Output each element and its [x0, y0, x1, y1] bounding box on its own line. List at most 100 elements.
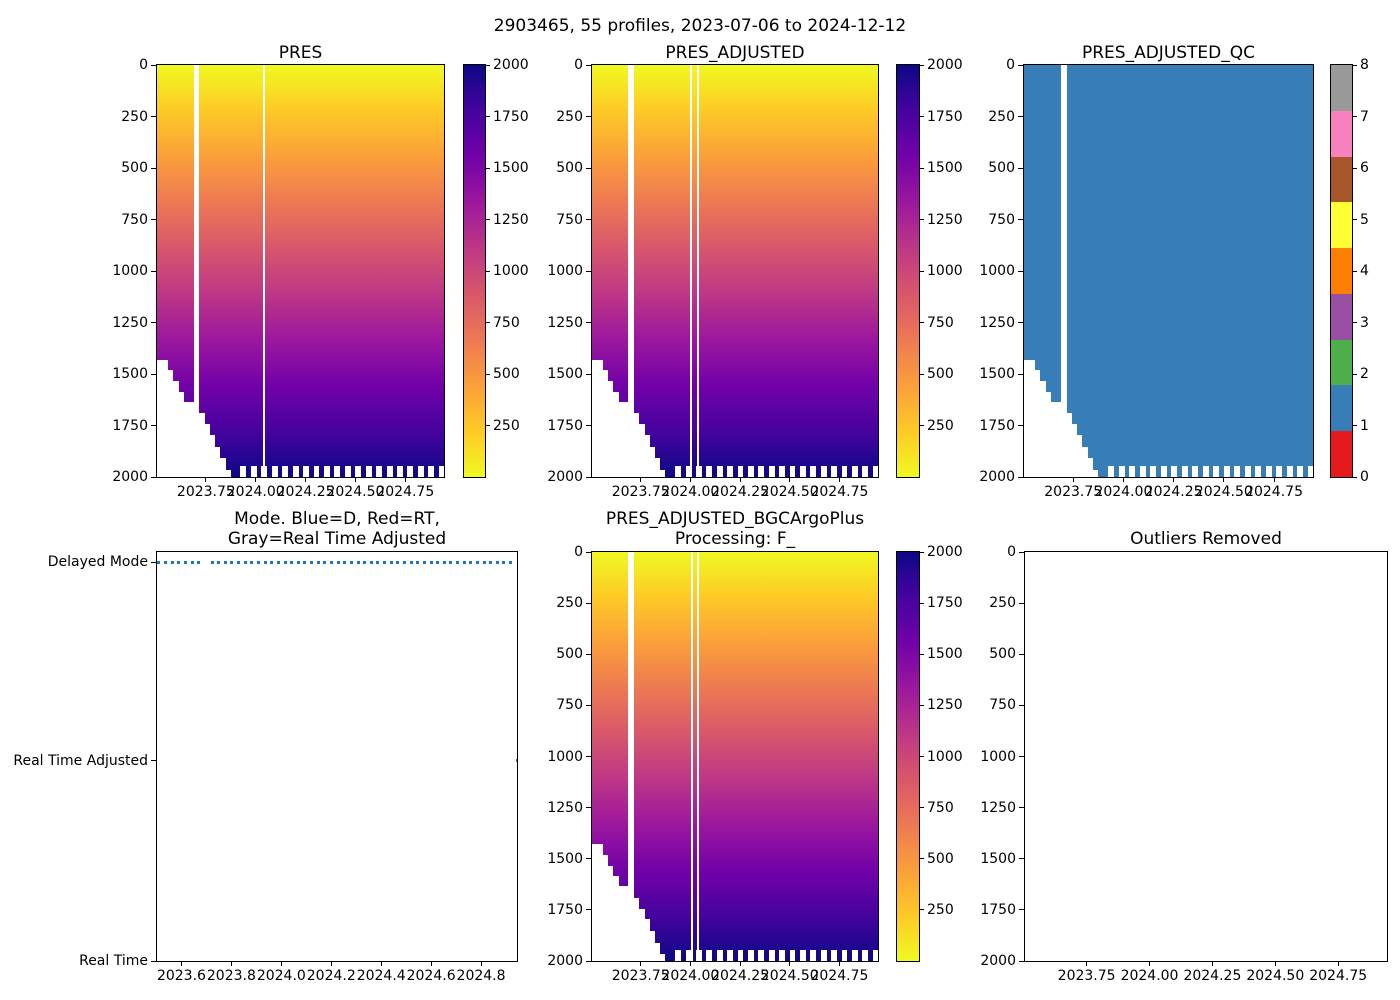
mode-dot	[509, 560, 513, 564]
mode-dot	[383, 560, 387, 564]
x-tick-label: 2024.50	[760, 968, 819, 984]
x-tick-mark	[838, 478, 840, 482]
x-tick-mark	[480, 962, 482, 966]
x-tick-mark	[430, 962, 432, 966]
pres-adjusted-qc-title: PRES_ADJUSTED_QC	[1081, 43, 1256, 63]
qc-colorbar	[1330, 64, 1353, 478]
no-data-below-profile	[706, 949, 713, 961]
colorbar-tick-label: 2	[1360, 366, 1369, 382]
no-data-below-profile	[675, 465, 682, 477]
colorbar-tick-mark	[920, 704, 924, 706]
colorbar-tick-label: 1	[1360, 417, 1369, 434]
mode-dot	[449, 560, 453, 564]
mode-dot	[177, 560, 181, 564]
y-tick-label: 1500	[979, 366, 1015, 382]
y-tick-label: 1500	[112, 366, 148, 382]
colorbar-tick-label: 2000	[927, 544, 963, 560]
thin-missing-line	[697, 65, 700, 477]
y-tick-mark	[1018, 167, 1023, 169]
y-tick-label: 250	[556, 595, 583, 612]
x-tick-mark	[180, 962, 182, 966]
x-tick-mark	[1086, 962, 1088, 966]
mode-dot	[469, 560, 473, 564]
colorbar-tick-label: 1750	[927, 108, 963, 125]
y-tick-label: 500	[556, 160, 583, 176]
no-data-below-profile	[659, 469, 666, 477]
y-tick-mark	[1018, 116, 1023, 117]
colorbar-tick-mark	[486, 270, 490, 272]
colorbar-tick-mark	[1353, 64, 1357, 66]
x-tick-mark	[1149, 962, 1151, 966]
no-data-below-profile	[292, 465, 299, 477]
y-tick-mark	[1018, 322, 1023, 323]
no-data-below-profile	[633, 897, 640, 961]
x-tick-label: 2023.75	[1044, 484, 1103, 500]
y-tick-mark	[586, 909, 591, 911]
y-tick-label: 500	[121, 160, 148, 176]
y-tick-label: 1500	[547, 366, 583, 382]
qc-flag-field	[1024, 65, 1313, 477]
y-tick-label: 1250	[980, 799, 1016, 816]
mode-dot	[257, 560, 260, 564]
mode-dot	[462, 560, 466, 564]
y-tick-label: 1000	[979, 263, 1015, 279]
mode-dot	[502, 560, 506, 564]
mode-dot	[422, 560, 426, 564]
no-data-below-profile	[810, 949, 817, 961]
qc-colorbar-segment	[1331, 339, 1352, 387]
y-tick-mark	[586, 807, 591, 809]
colorbar-tick-label: 750	[927, 314, 954, 331]
y-tick-label: 1500	[980, 850, 1016, 867]
no-data-below-profile	[768, 465, 775, 477]
mode-dot	[210, 560, 214, 564]
y-tick-mark	[586, 425, 591, 426]
mode-category-label: Real Time Adjusted	[13, 752, 148, 769]
x-tick-label: 2023.6	[156, 968, 206, 984]
mode-dot	[402, 560, 406, 564]
y-tick-mark	[1019, 960, 1024, 962]
no-data-below-profile	[183, 401, 189, 477]
y-tick-mark	[151, 373, 156, 375]
y-tick-label: 1000	[547, 748, 583, 765]
no-data-below-profile	[862, 465, 869, 477]
mode-dot	[456, 560, 460, 564]
x-tick-label: 2024.00	[1120, 968, 1179, 984]
thin-missing-line	[690, 552, 693, 961]
no-data-below-profile	[334, 465, 341, 477]
no-data-below-profile	[397, 465, 403, 477]
no-data-below-profile	[716, 465, 723, 477]
no-data-below-profile	[768, 949, 775, 961]
x-tick-mark	[838, 962, 840, 966]
y-tick-label: 1750	[547, 417, 583, 434]
colorbar-tick-label: 250	[927, 417, 954, 434]
plot-pres_adjusted	[591, 64, 879, 478]
outliers-title: Outliers Removed	[1130, 529, 1282, 549]
plot-outliers	[1024, 551, 1388, 962]
y-tick-mark	[1019, 602, 1024, 604]
no-data-below-profile	[1029, 359, 1036, 477]
no-data-below-profile	[727, 465, 734, 477]
no-data-below-profile	[1045, 391, 1051, 477]
colorbar-tick-label: 750	[927, 799, 954, 816]
y-tick-label: 500	[988, 160, 1015, 176]
x-tick-mark	[305, 478, 307, 482]
mode-dot	[489, 560, 493, 564]
no-data-below-profile	[862, 949, 869, 961]
no-data-below-profile	[1066, 413, 1072, 477]
mode-dot	[303, 560, 307, 564]
mode-dot	[429, 560, 433, 564]
mode-dot	[475, 560, 479, 564]
no-data-below-profile	[365, 465, 372, 477]
no-data-below-profile	[1055, 401, 1062, 477]
colorbar-tick-mark	[920, 322, 924, 323]
y-tick-mark	[586, 756, 591, 757]
pressure-heatmap-field	[592, 552, 878, 961]
x-tick-label: 2023.75	[611, 968, 670, 984]
colorbar-tick-label: 750	[493, 314, 520, 331]
y-tick-mark	[586, 551, 591, 553]
x-tick-label: 2024.25	[1183, 968, 1242, 984]
colorbar-tick-mark	[1353, 167, 1357, 169]
colorbar-tick-label: 1250	[927, 697, 963, 714]
qc-colorbar-segment	[1331, 110, 1352, 158]
no-data-below-profile	[407, 465, 414, 477]
